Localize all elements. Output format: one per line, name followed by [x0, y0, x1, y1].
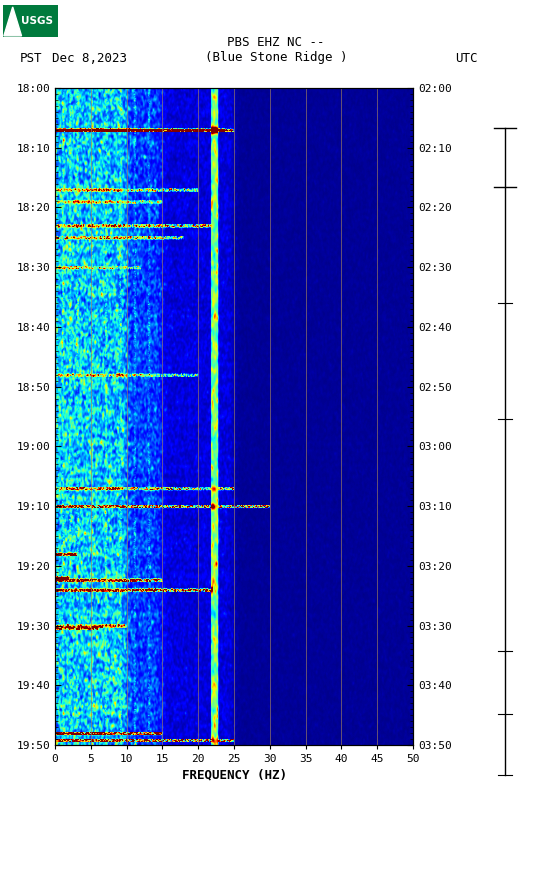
X-axis label: FREQUENCY (HZ): FREQUENCY (HZ) [182, 768, 286, 781]
Text: PST: PST [19, 52, 42, 64]
Text: Dec 8,2023: Dec 8,2023 [52, 52, 128, 64]
Polygon shape [4, 7, 22, 36]
Text: PBS EHZ NC --: PBS EHZ NC -- [227, 36, 325, 48]
Text: UTC: UTC [455, 52, 478, 64]
Text: USGS: USGS [21, 16, 53, 26]
Text: (Blue Stone Ridge ): (Blue Stone Ridge ) [205, 52, 347, 64]
